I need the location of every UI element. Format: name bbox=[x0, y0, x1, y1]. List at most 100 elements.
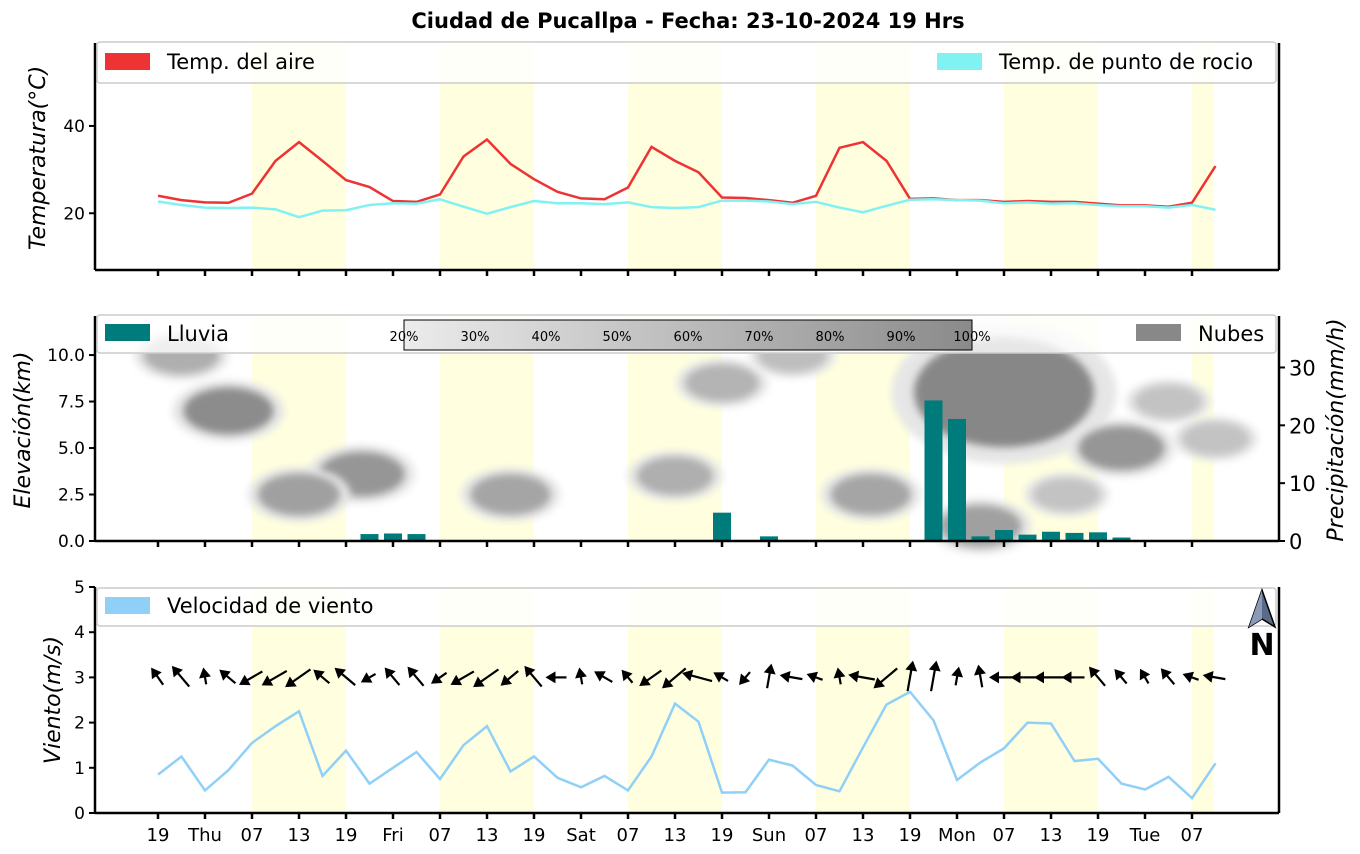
y-tick-label: 0.0 bbox=[58, 532, 85, 552]
rain-bar bbox=[1018, 534, 1037, 541]
legend-label-air-temp: Temp. del aire bbox=[166, 50, 315, 74]
wind-arrow-head bbox=[545, 671, 556, 684]
wind-arrow-head bbox=[334, 667, 347, 679]
wind-arrow-head bbox=[1089, 666, 1101, 679]
colorbar-label: 100% bbox=[953, 330, 990, 345]
rain-bars bbox=[360, 400, 1131, 541]
air-temp-line bbox=[157, 137, 1217, 208]
x-tick-label: 19 bbox=[147, 825, 170, 846]
wind-arrow-head bbox=[261, 675, 274, 686]
wind-arrow-head bbox=[1139, 668, 1151, 681]
wind-arrow-shaft bbox=[688, 673, 713, 683]
wind-arrow-head bbox=[1010, 671, 1021, 684]
chart-title: Ciudad de Pucallpa - Fecha: 23-10-2024 1… bbox=[411, 9, 964, 33]
wind-arrow bbox=[848, 670, 876, 683]
x-tick-label: 07 bbox=[993, 825, 1016, 846]
wind-arrow bbox=[1114, 668, 1128, 685]
rain-bar bbox=[360, 534, 379, 541]
wind-arrow bbox=[621, 669, 634, 684]
wind-arrow bbox=[739, 671, 751, 686]
wind-arrow bbox=[1034, 671, 1065, 684]
wind-axes: 0 1 2 3 4 5 bbox=[74, 578, 1281, 824]
wind-arrow-shaft bbox=[666, 667, 687, 685]
wind-arrow bbox=[833, 667, 846, 685]
x-tick-label: 07 bbox=[241, 825, 264, 846]
wind-arrow bbox=[239, 670, 263, 686]
wind-arrow bbox=[450, 670, 475, 686]
temperature-lines bbox=[157, 137, 1217, 219]
cloud-area bbox=[1032, 477, 1101, 512]
rain-bar bbox=[1112, 537, 1131, 541]
wind-arrow bbox=[905, 660, 918, 692]
wind-arrow bbox=[334, 667, 356, 686]
wind-arrow-head bbox=[430, 673, 443, 684]
wind-arrow-head bbox=[873, 677, 885, 689]
wind-arrow bbox=[285, 668, 312, 688]
cloud-area bbox=[637, 456, 713, 496]
cloud-area bbox=[685, 364, 759, 402]
legend-label-wind: Velocidad de viento bbox=[167, 594, 373, 618]
wind-arrow-head bbox=[682, 669, 694, 682]
rain-bar bbox=[384, 533, 402, 541]
wind-arrow bbox=[407, 666, 425, 687]
cloud-area bbox=[1078, 425, 1165, 471]
wind-arrow-head bbox=[594, 671, 606, 682]
wind-arrow bbox=[261, 669, 288, 686]
x-tick-label: 13 bbox=[852, 825, 875, 846]
cloud-area bbox=[258, 473, 340, 516]
dew-point-line bbox=[157, 197, 1216, 219]
elevation-ylabel: Elevación(km) bbox=[11, 352, 36, 509]
wind-arrow-head bbox=[199, 667, 211, 679]
wind-arrow-head bbox=[524, 665, 536, 678]
x-tick-label: 13 bbox=[1040, 825, 1063, 846]
x-tick-label: 07 bbox=[805, 825, 828, 846]
rain-bar bbox=[407, 534, 426, 541]
x-tick-label: 19 bbox=[899, 825, 922, 846]
rain-bar bbox=[1065, 532, 1084, 541]
wind-arrow-head bbox=[833, 667, 846, 679]
wind-arrow bbox=[1160, 668, 1176, 686]
wind-arrow-head bbox=[1160, 668, 1172, 680]
clouds-rain-panel: 0.0 2.5 5.0 7.5 10.0 0 10 20 30 Lluvia Nubes 20%… bbox=[11, 314, 1349, 554]
cloud-area bbox=[1181, 421, 1250, 456]
wind-arrow-shaft bbox=[456, 670, 475, 683]
wind-arrow bbox=[151, 667, 165, 686]
wind-arrow-shaft bbox=[854, 674, 876, 681]
wind-arrow bbox=[524, 665, 543, 688]
wind-arrow bbox=[575, 667, 587, 685]
wind-arrow-shaft bbox=[290, 668, 312, 685]
y-tick-label-right: 20 bbox=[1289, 414, 1316, 438]
wind-arrow-shaft bbox=[1092, 671, 1106, 687]
wind-arrow-head bbox=[806, 671, 819, 684]
wind-arrow-head bbox=[575, 667, 587, 679]
x-tick-label: Sat bbox=[566, 825, 596, 846]
clouds-rain-axes: 0.0 2.5 5.0 7.5 10.0 0 10 20 30 bbox=[47, 316, 1316, 554]
y-tick-label-right: 30 bbox=[1289, 356, 1316, 380]
wind-arrow bbox=[473, 668, 500, 688]
wind-speed-line bbox=[157, 690, 1217, 800]
wind-panel: 0 1 2 3 4 5 Velocidad de viento N Viento(m/s) bbox=[41, 578, 1281, 824]
x-tick-label: Sun bbox=[752, 825, 786, 846]
wind-arrow-head bbox=[621, 669, 633, 682]
legend-swatch-clouds bbox=[1136, 324, 1181, 341]
wind-arrow bbox=[1061, 671, 1085, 684]
y-tick-label: 4 bbox=[74, 623, 85, 643]
wind-arrow-shaft bbox=[906, 667, 913, 692]
wind-arrow-head bbox=[1061, 671, 1072, 684]
rain-bar bbox=[948, 418, 966, 541]
wind-legend: Velocidad de viento bbox=[96, 587, 1277, 627]
wind-arrow-shaft bbox=[244, 670, 263, 683]
colorbar-label: 20% bbox=[390, 330, 419, 345]
wind-arrow bbox=[682, 669, 713, 683]
colorbar-label: 40% bbox=[532, 330, 561, 345]
wind-arrow bbox=[500, 670, 519, 686]
wind-arrow bbox=[430, 671, 448, 684]
x-tick-labels: 19 Thu 07 13 19 Fri 07 13 19 Sat 07 13 19 Sun 07 13 19 Mo… bbox=[147, 825, 1204, 846]
wind-arrow-head bbox=[313, 669, 325, 681]
x-tick-label: Tue bbox=[1129, 825, 1161, 846]
wind-arrow bbox=[806, 671, 823, 684]
rain-bar bbox=[1042, 531, 1060, 541]
y-tick-label: 7.5 bbox=[58, 393, 85, 413]
